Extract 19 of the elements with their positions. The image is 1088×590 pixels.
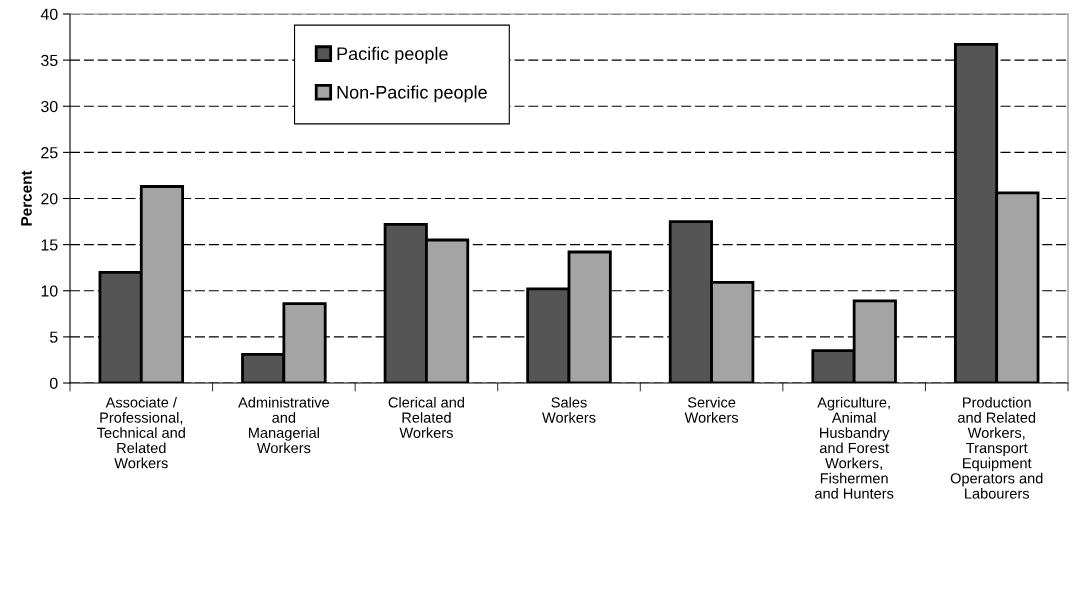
y-tick-label: 30 [41, 100, 58, 113]
x-tick-label: Service Workers [684, 396, 739, 423]
y-tick-label: 20 [41, 193, 58, 205]
y-tick-label: 5 [49, 331, 58, 343]
x-tick-label: Production and Related Workers, Transport Equipment Operators and Labourers [950, 396, 1043, 499]
y-axis-title: Percent [21, 170, 32, 226]
y-tick-label: 15 [41, 239, 58, 251]
y-tick-label: 25 [41, 147, 58, 159]
legend-label: Non-Pacific people [337, 85, 487, 103]
x-tick-label: Clerical and Related Workers [388, 396, 464, 438]
y-tick-label: 35 [41, 54, 58, 67]
x-tick-label: Agriculture, Animal Husbandry and Forest Workers, Fishermen and Hunters [815, 396, 894, 499]
x-tick-label: Sales Workers [542, 396, 596, 423]
legend-label: Pacific people [337, 46, 448, 64]
y-tick-label: 0 [49, 377, 58, 389]
y-tick-label: 10 [41, 285, 58, 297]
y-tick-label: 40 [40, 8, 58, 20]
x-tick-label: Administrative and Managerial Workers [238, 396, 329, 454]
x-tick-label: Associate / Professional, Technical and Related Workers [97, 396, 185, 469]
